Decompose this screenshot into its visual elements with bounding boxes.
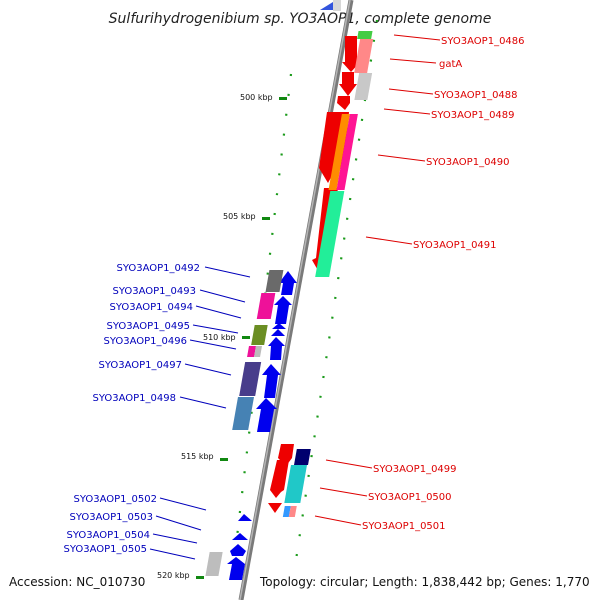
gene-arrow-0505[interactable] [227,557,245,580]
label-leader-lines [149,34,441,560]
gene-label-0498[interactable]: SYO3AOP1_0498 [92,393,176,404]
gene-cog-0499[interactable] [294,449,311,465]
tick-label-510: 510 kbp [203,333,236,342]
gene-cog-0505[interactable] [205,552,223,576]
forward-gene-labels: SYO3AOP1_0486 gatA SYO3AOP1_0488 SYO3AOP… [362,36,525,532]
gene-arrow-0495b[interactable] [271,329,285,336]
map-title: Sulfurihydrogenibium sp. YO3AOP1, comple… [109,11,492,27]
reverse-gene-labels: SYO3AOP1_0492 SYO3AOP1_0493 SYO3AOP1_049… [63,263,200,555]
gene-cog-0491[interactable] [315,191,345,277]
gene-label-0505[interactable]: SYO3AOP1_0505 [63,544,147,555]
gene-cog-0501b[interactable] [288,506,297,517]
tick-520 [196,576,204,579]
tick-label-520: 520 kbp [157,571,190,580]
forward-strand-genes [268,31,374,517]
genome-backbone [238,0,354,600]
gene-arrow-0493-0494[interactable] [274,296,292,324]
gene-arrow-gata[interactable] [339,72,357,96]
top-navigation-stub [333,0,341,11]
gene-label-0488[interactable]: SYO3AOP1_0488 [434,90,518,101]
gene-cog-0488[interactable] [354,73,373,100]
gene-arrow-0488[interactable] [337,96,350,110]
gene-label-0502[interactable]: SYO3AOP1_0502 [73,494,157,505]
accession-text: Accession: NC_010730 [9,575,145,589]
gene-arrow-0503[interactable] [232,533,248,540]
top-navigation-marker [320,2,333,10]
gene-label-0503[interactable]: SYO3AOP1_0503 [69,512,153,523]
gene-cog-0489[interactable] [328,114,350,190]
scale-ticks [196,97,287,579]
reverse-strand-genes [205,270,297,580]
gene-label-0501[interactable]: SYO3AOP1_0501 [362,521,446,532]
tick-label-515: 515 kbp [181,452,214,461]
gene-cog-0496a[interactable] [247,346,256,357]
gene-cog-0493[interactable] [256,293,276,319]
gene-label-0499[interactable]: SYO3AOP1_0499 [373,464,457,475]
track-guides [230,19,379,581]
gene-cog-gata-top[interactable] [354,39,374,73]
gene-cog-0486[interactable] [357,31,373,39]
gene-label-gata[interactable]: gatA [439,59,462,70]
gene-cog-0492[interactable] [265,270,284,292]
tick-500 [279,97,287,100]
tick-label-505: 505 kbp [223,212,256,221]
gene-label-0486[interactable]: SYO3AOP1_0486 [441,36,525,47]
gene-label-0493[interactable]: SYO3AOP1_0493 [112,286,196,297]
gene-cog-0498[interactable] [232,397,254,430]
topology-text: Topology: circular; Length: 1,838,442 bp… [259,575,590,589]
gene-label-0500[interactable]: SYO3AOP1_0500 [368,492,452,503]
tick-515 [220,458,228,461]
gene-cog-0495[interactable] [251,325,268,345]
scale-tick-labels: 500 kbp 505 kbp 510 kbp 515 kbp 520 kbp [157,93,273,580]
gene-cog-0490[interactable] [336,114,358,190]
gene-label-0495[interactable]: SYO3AOP1_0495 [106,321,190,332]
gene-cog-0500[interactable] [284,465,308,503]
gene-label-0496[interactable]: SYO3AOP1_0496 [103,336,187,347]
gene-arrow-0500[interactable] [270,460,289,498]
tick-510 [242,336,250,339]
gene-arrow-0498[interactable] [256,398,277,432]
gene-label-0489[interactable]: SYO3AOP1_0489 [431,110,515,121]
gene-label-0490[interactable]: SYO3AOP1_0490 [426,157,510,168]
gene-arrow-0492[interactable] [279,271,297,295]
gene-label-0492[interactable]: SYO3AOP1_0492 [116,263,200,274]
gene-label-0497[interactable]: SYO3AOP1_0497 [98,360,182,371]
gene-arrow-0501[interactable] [268,503,282,513]
gene-arrow-0495[interactable] [272,323,286,329]
gene-arrow-0497[interactable] [262,364,281,398]
gene-cog-0497[interactable] [239,362,262,396]
tick-505 [262,217,270,220]
tick-label-500: 500 kbp [240,93,273,102]
gene-arrow-0496[interactable] [268,337,285,360]
gene-cog-0501a[interactable] [282,506,291,517]
gene-label-0491[interactable]: SYO3AOP1_0491 [413,240,497,251]
gene-arrow-0502[interactable] [238,514,252,521]
gene-label-0504[interactable]: SYO3AOP1_0504 [66,530,150,541]
gene-label-0494[interactable]: SYO3AOP1_0494 [109,302,193,313]
gene-arrow-0504[interactable] [230,544,246,556]
gene-arrow-0486[interactable] [342,36,360,72]
gene-cog-0496b[interactable] [254,346,262,357]
